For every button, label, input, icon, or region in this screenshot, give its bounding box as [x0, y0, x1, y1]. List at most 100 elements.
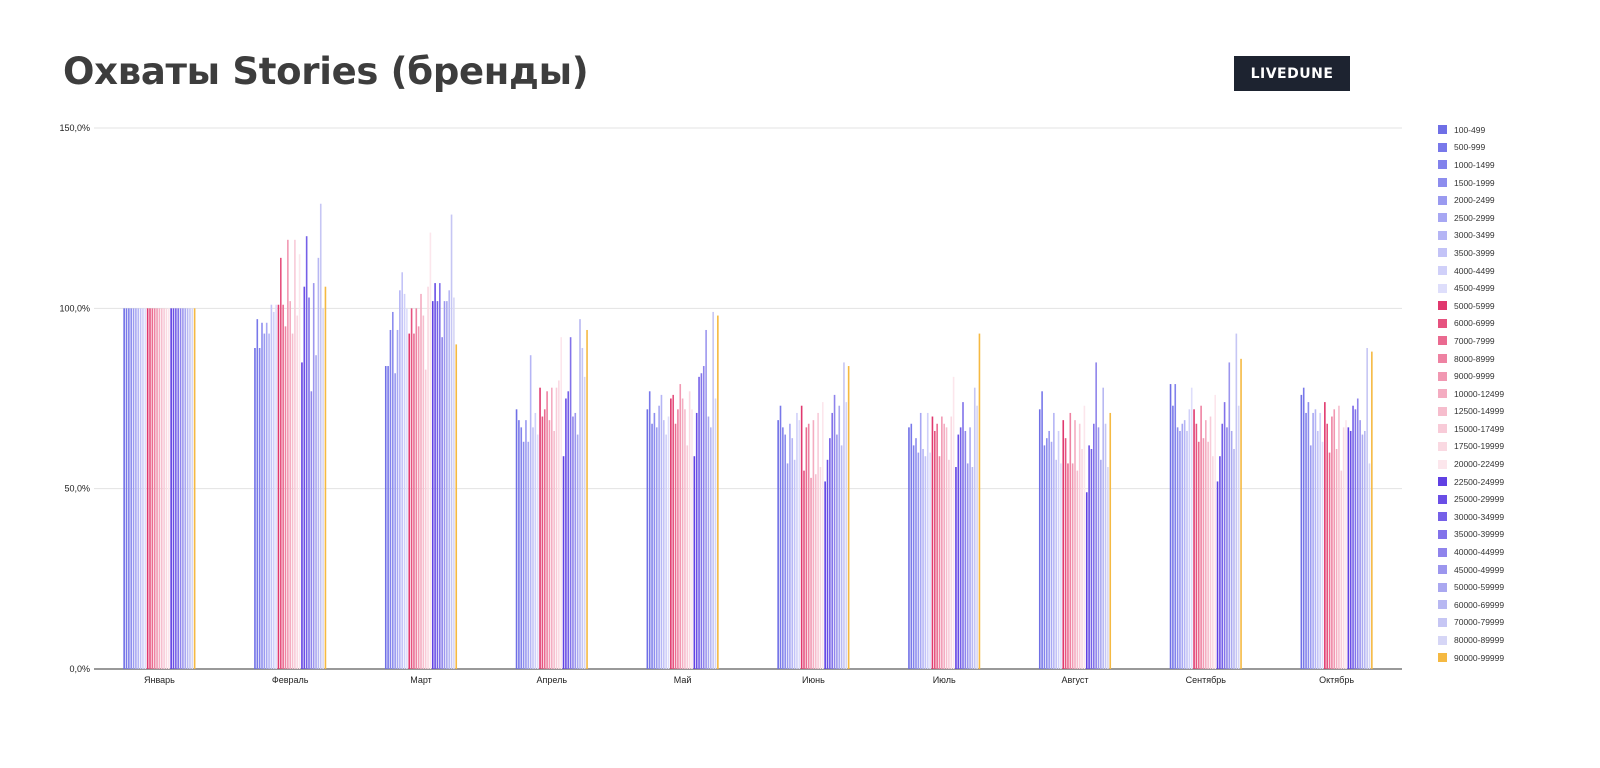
legend-swatch [1438, 248, 1447, 258]
bar [966, 463, 969, 669]
bar [396, 329, 399, 669]
bar [1093, 423, 1095, 669]
bar [1326, 423, 1328, 669]
legend-swatch [1438, 125, 1447, 135]
bar [1078, 423, 1081, 669]
legend-swatch [1438, 600, 1447, 610]
bar [845, 402, 848, 669]
legend-label: 9000-9999 [1454, 371, 1495, 382]
bar [291, 333, 294, 669]
bar [1081, 448, 1083, 669]
bar [146, 308, 149, 669]
bar [1317, 430, 1319, 669]
bar [158, 308, 161, 669]
legend-label: 7000-7999 [1454, 335, 1495, 346]
bar [910, 423, 913, 669]
livedune-logo[interactable]: LIVEDUNE [1234, 56, 1350, 91]
legend-swatch [1438, 565, 1447, 575]
legend-swatch [1438, 195, 1447, 205]
bar [971, 467, 974, 669]
bar [1361, 434, 1364, 669]
legend-swatch [1438, 617, 1447, 627]
bar [555, 387, 558, 669]
legend-item: 60000-69999 [1438, 596, 1504, 614]
bar [950, 416, 953, 669]
bar [160, 308, 163, 669]
bar [522, 441, 525, 669]
bar [938, 456, 941, 669]
bar [529, 355, 532, 669]
bar [803, 470, 805, 669]
bar [710, 427, 712, 669]
bar [934, 430, 936, 669]
bar [562, 456, 565, 669]
legend-item: 15000-17499 [1438, 420, 1504, 438]
bar [941, 416, 943, 669]
bar [265, 322, 268, 669]
bar [565, 398, 567, 669]
bar [256, 319, 259, 669]
bar [717, 315, 719, 669]
legend-label: 2000-2499 [1454, 195, 1495, 206]
bar [1200, 405, 1202, 669]
bar [1055, 459, 1057, 669]
bar [137, 308, 140, 669]
bar [1347, 427, 1350, 669]
bar [453, 297, 455, 669]
legend-label: 100-499 [1454, 124, 1486, 135]
bar [646, 409, 649, 669]
legend-item: 20000-22499 [1438, 455, 1504, 473]
bar [831, 412, 833, 669]
legend-item: 45000-49999 [1438, 561, 1504, 579]
bar [919, 412, 922, 669]
bar [959, 427, 962, 669]
legend-item: 25000-29999 [1438, 490, 1504, 508]
bar [684, 409, 686, 669]
legend-item: 40000-44999 [1438, 543, 1504, 561]
bar [1228, 362, 1231, 669]
bar [439, 283, 441, 669]
legend-swatch [1438, 653, 1447, 663]
bar [450, 214, 453, 669]
bar [132, 308, 135, 669]
legend-swatch [1438, 547, 1447, 557]
bar [807, 423, 810, 669]
bar [399, 290, 401, 669]
bar [1371, 351, 1373, 669]
y-tick-label: 0,0% [69, 664, 90, 674]
bar [429, 232, 432, 669]
legend-swatch [1438, 512, 1447, 522]
bar [413, 333, 415, 669]
bar [712, 311, 714, 669]
bar [1057, 430, 1060, 669]
bar [322, 308, 324, 669]
bar [688, 391, 691, 669]
bar [289, 301, 291, 669]
bar [574, 412, 577, 669]
bar [908, 427, 910, 669]
x-tick-label: Апрель [537, 675, 568, 685]
bar [324, 286, 327, 669]
x-tick-label: Июль [933, 675, 956, 685]
bar [1366, 348, 1368, 669]
legend-label: 6000-6999 [1454, 318, 1495, 329]
bar [1333, 409, 1336, 669]
legend-item: 3000-3499 [1438, 227, 1504, 245]
bar [280, 257, 282, 669]
bar [305, 236, 308, 669]
bar [1088, 445, 1090, 669]
bar [182, 308, 184, 669]
bar [1053, 412, 1055, 669]
bar [1179, 430, 1181, 669]
legend-item: 9000-9999 [1438, 367, 1504, 385]
legend-item: 6000-6999 [1438, 315, 1504, 333]
bar [1067, 463, 1069, 669]
bar [798, 420, 801, 669]
bar [819, 467, 822, 669]
bar [826, 459, 829, 669]
bar [1064, 438, 1067, 669]
bar [177, 308, 179, 669]
bar [915, 438, 917, 669]
legend-item: 35000-39999 [1438, 526, 1504, 544]
